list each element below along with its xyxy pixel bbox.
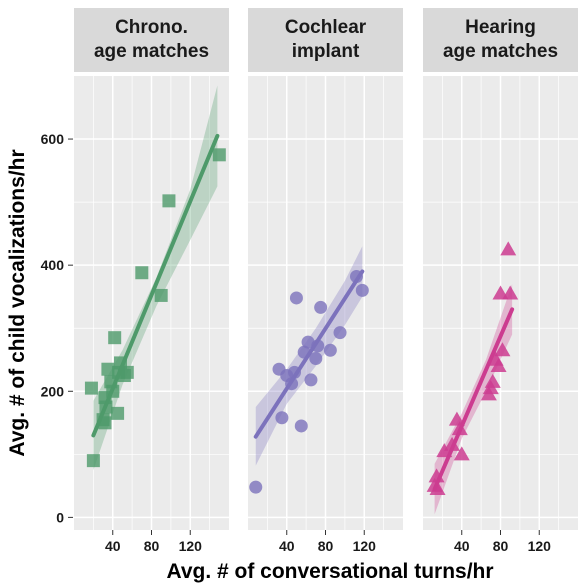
x-tick-label: 40 (279, 538, 295, 554)
data-point (429, 481, 446, 496)
facet-strip-label: age matches (443, 41, 558, 62)
regression-line (432, 307, 515, 492)
data-point (154, 288, 168, 302)
data-point (333, 326, 347, 340)
data-point (135, 266, 149, 280)
x-tick-label: 120 (179, 538, 203, 554)
data-point (84, 381, 98, 395)
data-point (448, 411, 465, 426)
data-point (294, 419, 308, 433)
x-tick-label: 40 (105, 538, 121, 554)
data-point (453, 446, 470, 461)
data-point (309, 351, 323, 365)
x-tick-label: 80 (318, 538, 334, 554)
panel-3: Hearing age matches 40 80 120 (423, 8, 578, 554)
data-point (275, 411, 289, 425)
x-tick-label: 120 (528, 538, 552, 554)
facet-strip-label: Hearing (465, 17, 536, 38)
y-tick-label: 600 (41, 131, 65, 147)
data-point (314, 300, 328, 314)
data-point (494, 342, 511, 357)
facet-strip (74, 8, 229, 72)
data-point (108, 331, 122, 345)
data-point (120, 365, 134, 379)
y-tick-label: 200 (41, 383, 65, 399)
x-tick-label: 80 (493, 538, 509, 554)
data-point (502, 285, 519, 300)
data-point (500, 241, 517, 256)
data-point (490, 358, 507, 373)
y-tick-label: 400 (41, 257, 65, 273)
x-tick-label: 120 (353, 538, 377, 554)
data-point (355, 283, 369, 297)
data-point (111, 406, 125, 420)
x-axis-title: Avg. # of conversational turns/hr (166, 560, 493, 583)
facet-strip-label: Chrono. (115, 17, 188, 38)
data-point (162, 194, 176, 208)
data-point (86, 454, 100, 468)
data-point (323, 343, 337, 357)
y-tick-label: 0 (56, 509, 64, 525)
facet-strip-label: age matches (94, 41, 209, 62)
data-point (212, 148, 226, 162)
regression-line (253, 269, 365, 439)
data-point (249, 480, 263, 494)
x-tick-label: 40 (454, 538, 470, 554)
data-point (304, 373, 318, 387)
data-point (484, 373, 501, 388)
data-point (101, 362, 115, 376)
data-point (289, 291, 303, 305)
y-axis-title: Avg. # of child vocalizations/hr (6, 149, 29, 456)
x-tick-label: 80 (144, 538, 160, 554)
facet-strip (248, 8, 403, 72)
facet-strip-label: Cochlear (285, 17, 367, 38)
facet-strip (423, 8, 578, 72)
facet-strip-label: implant (292, 41, 360, 62)
panel-1: Chrono. age matches 40 80 120 (74, 8, 229, 554)
regression-line (91, 133, 220, 438)
panel-2: Cochlear implant 40 80 120 (248, 8, 403, 554)
